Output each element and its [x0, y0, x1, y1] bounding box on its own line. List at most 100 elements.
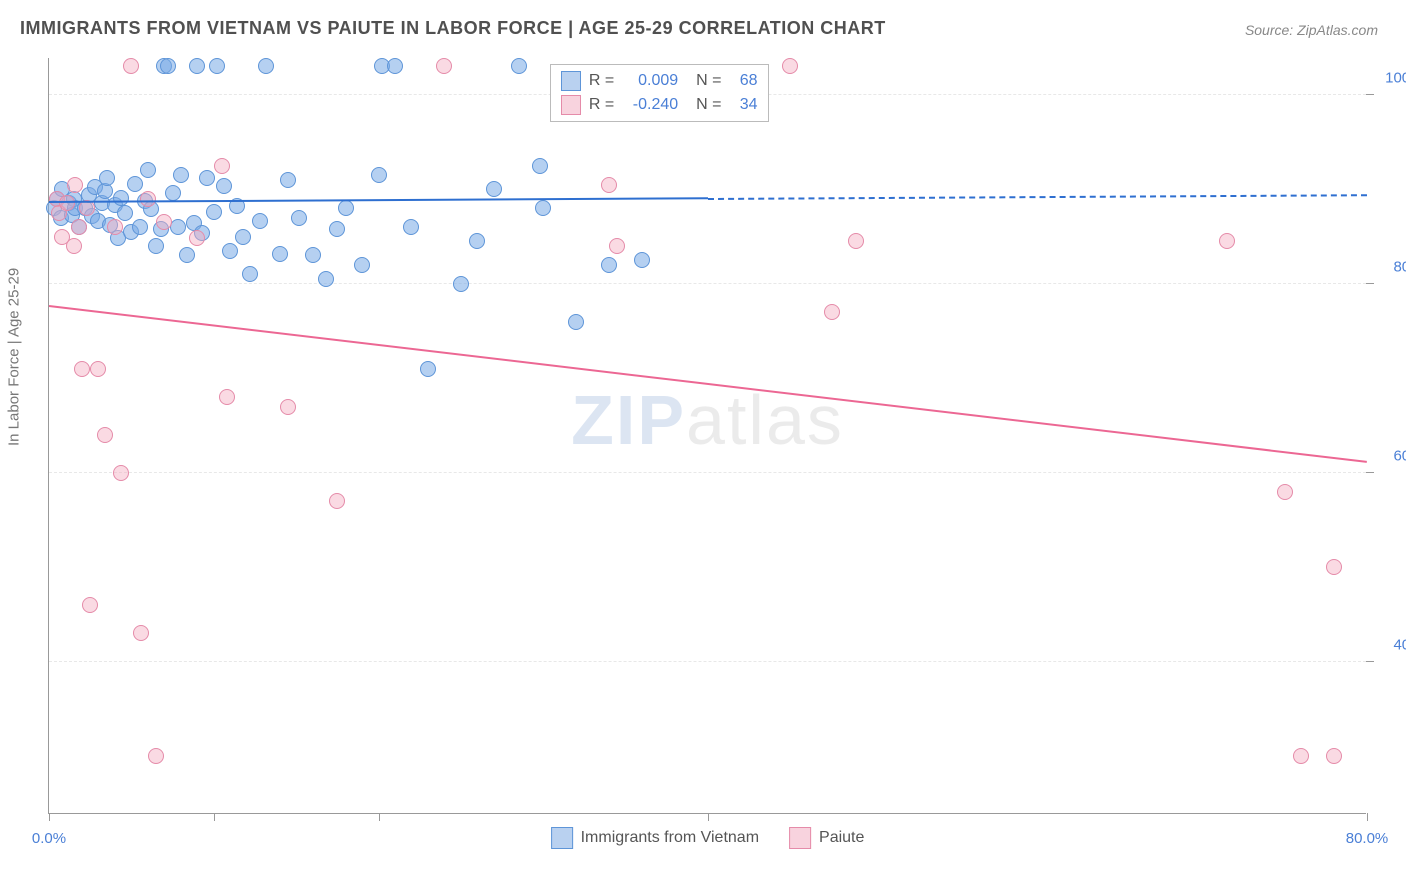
- scatter-point-paiute: [219, 389, 235, 405]
- scatter-point-vietnam: [420, 361, 436, 377]
- scatter-point-paiute: [97, 427, 113, 443]
- x-tick-label: 80.0%: [1346, 830, 1389, 847]
- scatter-point-paiute: [66, 238, 82, 254]
- scatter-point-paiute: [280, 399, 296, 415]
- y-tick: [1366, 283, 1374, 284]
- scatter-point-paiute: [189, 230, 205, 246]
- legend-item: Paiute: [789, 827, 864, 849]
- y-axis-title: In Labor Force | Age 25-29: [6, 268, 23, 446]
- scatter-point-vietnam: [258, 58, 274, 74]
- scatter-point-vietnam: [338, 200, 354, 216]
- scatter-point-paiute: [782, 58, 798, 74]
- scatter-point-paiute: [67, 177, 83, 193]
- source-attribution: Source: ZipAtlas.com: [1245, 22, 1378, 38]
- chart-title: IMMIGRANTS FROM VIETNAM VS PAIUTE IN LAB…: [20, 18, 886, 39]
- scatter-point-paiute: [90, 361, 106, 377]
- gridline: [49, 661, 1366, 662]
- y-tick: [1366, 661, 1374, 662]
- x-tick: [1367, 813, 1368, 821]
- stat-r-value: 0.009: [622, 72, 678, 90]
- scatter-point-vietnam: [453, 276, 469, 292]
- correlation-stat-box: R =0.009N =68R =-0.240N =34: [550, 64, 769, 122]
- scatter-point-vietnam: [387, 58, 403, 74]
- scatter-point-vietnam: [132, 219, 148, 235]
- y-tick-label: 80.0%: [1393, 258, 1406, 275]
- trend-line: [49, 305, 1367, 463]
- scatter-point-paiute: [71, 219, 87, 235]
- scatter-point-vietnam: [148, 238, 164, 254]
- scatter-point-paiute: [113, 465, 129, 481]
- watermark: ZIPatlas: [571, 380, 844, 460]
- scatter-point-paiute: [609, 238, 625, 254]
- scatter-point-vietnam: [117, 205, 133, 221]
- scatter-point-vietnam: [280, 172, 296, 188]
- scatter-point-vietnam: [113, 190, 129, 206]
- watermark-brand-2: atlas: [686, 381, 844, 459]
- scatter-point-vietnam: [179, 247, 195, 263]
- scatter-point-vietnam: [403, 219, 419, 235]
- stat-row: R =-0.240N =34: [561, 93, 758, 117]
- scatter-point-vietnam: [160, 58, 176, 74]
- scatter-point-paiute: [848, 233, 864, 249]
- stat-n-label: N =: [696, 72, 721, 90]
- scatter-point-vietnam: [305, 247, 321, 263]
- scatter-point-paiute: [1326, 748, 1342, 764]
- legend-swatch: [551, 827, 573, 849]
- scatter-point-paiute: [82, 597, 98, 613]
- chart-plot-area: ZIPatlas 40.0%60.0%80.0%100.0%0.0%80.0%R…: [48, 58, 1366, 814]
- source-name: ZipAtlas.com: [1297, 22, 1378, 38]
- scatter-point-paiute: [148, 748, 164, 764]
- legend-item: Immigrants from Vietnam: [551, 827, 759, 849]
- scatter-point-vietnam: [242, 266, 258, 282]
- scatter-point-vietnam: [189, 58, 205, 74]
- scatter-point-vietnam: [216, 178, 232, 194]
- scatter-point-vietnam: [329, 221, 345, 237]
- scatter-point-vietnam: [535, 200, 551, 216]
- scatter-point-vietnam: [486, 181, 502, 197]
- source-label: Source:: [1245, 22, 1293, 38]
- scatter-point-paiute: [123, 58, 139, 74]
- legend-label: Paiute: [819, 829, 864, 847]
- x-tick-label: 0.0%: [32, 830, 66, 847]
- y-tick-label: 100.0%: [1385, 69, 1406, 86]
- y-tick: [1366, 94, 1374, 95]
- scatter-point-paiute: [107, 219, 123, 235]
- gridline: [49, 283, 1366, 284]
- x-tick: [214, 813, 215, 821]
- x-axis-legend: Immigrants from Vietnam Paiute: [551, 827, 865, 849]
- scatter-point-paiute: [824, 304, 840, 320]
- scatter-point-vietnam: [511, 58, 527, 74]
- stat-r-label: R =: [589, 96, 614, 114]
- scatter-point-paiute: [140, 191, 156, 207]
- scatter-point-vietnam: [532, 158, 548, 174]
- stat-row: R =0.009N =68: [561, 69, 758, 93]
- scatter-point-paiute: [436, 58, 452, 74]
- legend-swatch: [561, 95, 581, 115]
- scatter-point-vietnam: [371, 167, 387, 183]
- scatter-point-paiute: [1293, 748, 1309, 764]
- scatter-point-vietnam: [291, 210, 307, 226]
- scatter-point-vietnam: [127, 176, 143, 192]
- gridline: [49, 472, 1366, 473]
- scatter-point-vietnam: [99, 170, 115, 186]
- stat-n-value: 34: [730, 96, 758, 114]
- y-tick: [1366, 472, 1374, 473]
- legend-label: Immigrants from Vietnam: [581, 829, 759, 847]
- scatter-point-paiute: [601, 177, 617, 193]
- scatter-point-paiute: [1326, 559, 1342, 575]
- scatter-point-paiute: [74, 361, 90, 377]
- scatter-point-vietnam: [601, 257, 617, 273]
- legend-swatch: [561, 71, 581, 91]
- trend-line-extension: [708, 194, 1367, 200]
- scatter-point-vietnam: [173, 167, 189, 183]
- scatter-point-paiute: [1277, 484, 1293, 500]
- watermark-brand-1: ZIP: [571, 381, 686, 459]
- scatter-point-vietnam: [209, 58, 225, 74]
- scatter-point-vietnam: [568, 314, 584, 330]
- x-tick: [708, 813, 709, 821]
- stat-r-label: R =: [589, 72, 614, 90]
- y-tick-label: 60.0%: [1393, 447, 1406, 464]
- scatter-point-paiute: [1219, 233, 1235, 249]
- stat-r-value: -0.240: [622, 96, 678, 114]
- scatter-point-vietnam: [235, 229, 251, 245]
